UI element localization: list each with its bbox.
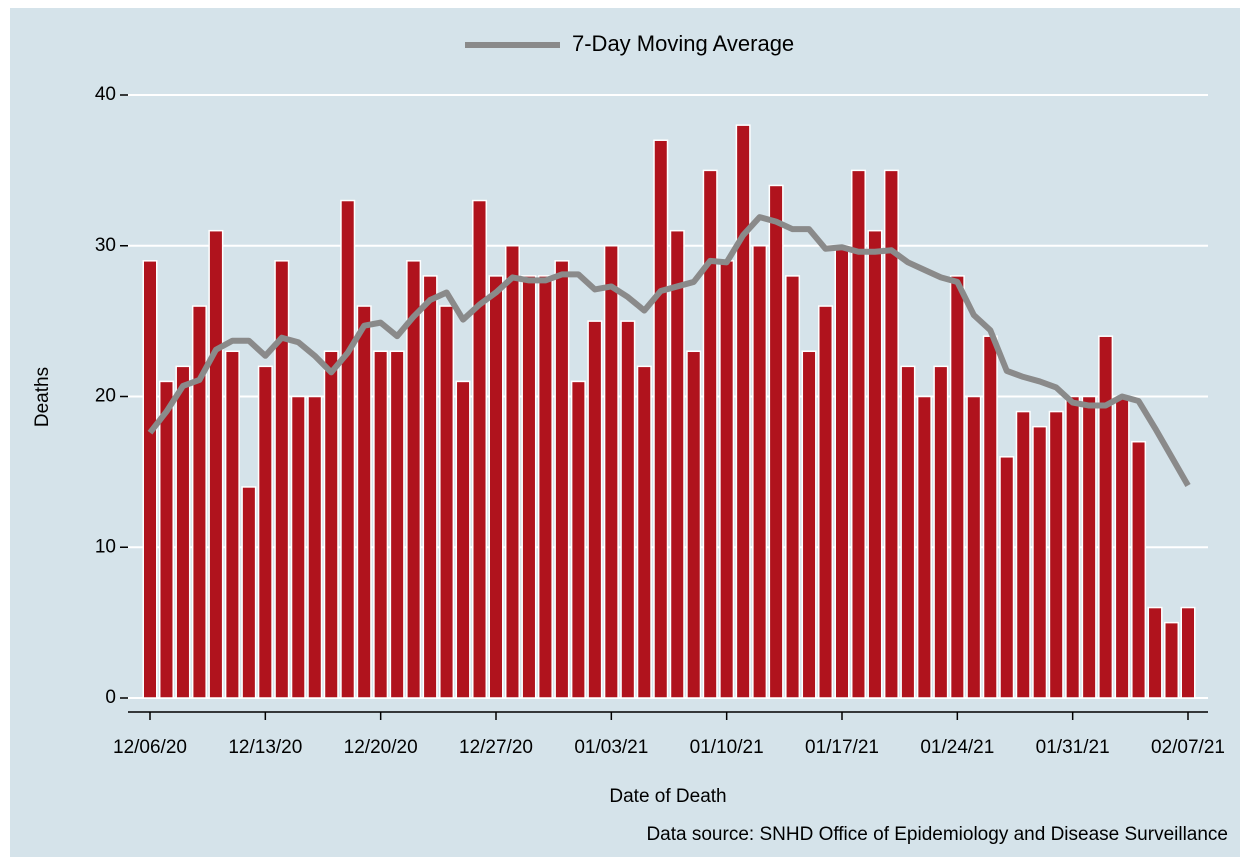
x-tick-label: 12/20/20 [344, 737, 418, 758]
bar [1131, 440, 1147, 699]
bar [1180, 606, 1196, 699]
bar [636, 365, 652, 699]
x-tick-label: 12/06/20 [113, 737, 187, 758]
bar [999, 456, 1015, 699]
bar [1032, 425, 1048, 699]
y-axis-label: Deaths [32, 367, 53, 427]
x-tick-label: 02/07/21 [1151, 737, 1225, 758]
bar [883, 169, 899, 699]
bar [801, 350, 817, 699]
bar [455, 380, 471, 699]
bar [224, 350, 240, 699]
bar [570, 380, 586, 699]
bar [719, 260, 735, 699]
y-tick-label: 10 [95, 536, 116, 557]
bar [521, 275, 537, 699]
bar [1147, 606, 1163, 699]
bar [933, 365, 949, 699]
y-tick-label: 40 [95, 84, 116, 105]
bar [867, 229, 883, 699]
bar [966, 395, 982, 699]
bar [439, 305, 455, 699]
bar [1164, 621, 1180, 699]
bar [191, 305, 207, 699]
bar [373, 350, 389, 699]
bar [537, 275, 553, 699]
x-tick-label: 01/24/21 [920, 737, 994, 758]
bar [340, 199, 356, 699]
bar [702, 169, 718, 699]
bar [768, 184, 784, 699]
x-tick-label: 01/31/21 [1036, 737, 1110, 758]
bar [142, 260, 158, 699]
bar [504, 245, 520, 699]
bar [653, 139, 669, 699]
x-tick-label: 01/17/21 [805, 737, 879, 758]
bar [735, 124, 751, 699]
bar [818, 305, 834, 699]
y-tick-label: 0 [105, 687, 116, 708]
x-tick-label: 12/13/20 [228, 737, 302, 758]
bar [406, 260, 422, 699]
y-tick-label: 20 [95, 386, 116, 407]
bar [389, 350, 405, 699]
bar [208, 229, 224, 699]
bar [488, 275, 504, 699]
x-axis-label: Date of Death [609, 786, 726, 807]
x-tick-label: 01/03/21 [574, 737, 648, 758]
bar [472, 199, 488, 699]
bar [982, 335, 998, 699]
bar [949, 275, 965, 699]
bar [1114, 395, 1130, 699]
bar [850, 169, 866, 699]
bar [900, 365, 916, 699]
bar [175, 365, 191, 699]
bar [603, 245, 619, 699]
bar [241, 486, 257, 699]
bar [834, 245, 850, 699]
bar [323, 350, 339, 699]
bar [587, 320, 603, 699]
bar [422, 275, 438, 699]
bar [307, 395, 323, 699]
bar [752, 245, 768, 699]
x-tick-label: 01/10/21 [690, 737, 764, 758]
moving-average-line [147, 214, 1191, 487]
legend-label: 7-Day Moving Average [572, 31, 794, 56]
bar [785, 275, 801, 699]
bar [1048, 410, 1064, 699]
y-tick-label: 30 [95, 235, 116, 256]
bar [686, 350, 702, 699]
bar [669, 229, 685, 699]
bar [1098, 335, 1114, 699]
bar [620, 320, 636, 699]
bar [554, 260, 570, 699]
bar [356, 305, 372, 699]
bar [290, 395, 306, 699]
bar [1015, 410, 1031, 699]
x-tick-label: 12/27/20 [459, 737, 533, 758]
bar [158, 380, 174, 699]
bar [1065, 395, 1081, 699]
source-note: Data source: SNHD Office of Epidemiology… [646, 824, 1228, 845]
bar [1081, 395, 1097, 699]
bar [257, 365, 273, 699]
bar [916, 395, 932, 699]
bar [274, 260, 290, 699]
